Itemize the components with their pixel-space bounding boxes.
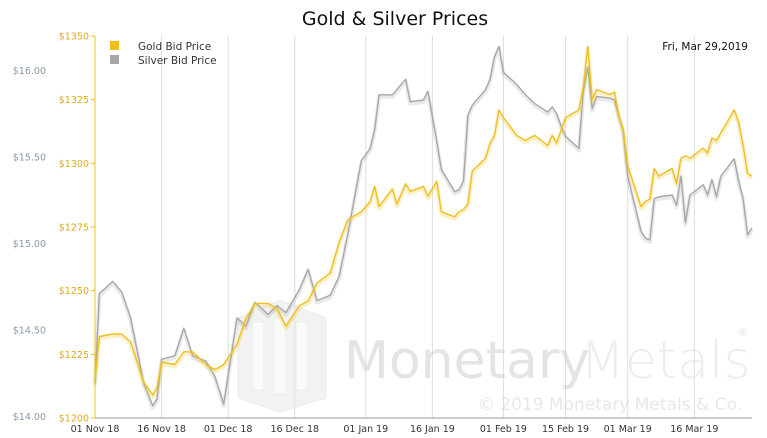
- gold-tick-label: $1250: [59, 286, 89, 297]
- silver-price-axis: $14.00 $14.50 $15.00 $15.50 $16.00: [13, 66, 46, 423]
- x-tick-label: 16 Dec 18: [270, 424, 319, 435]
- x-axis-ticks: 01 Nov 18 16 Nov 18 01 Dec 18 16 Dec 18 01 J…: [71, 424, 719, 435]
- x-tick-label: 01 Dec 18: [204, 424, 253, 435]
- gold-tick-label: $1350: [59, 32, 89, 43]
- watermark-brand-a: Monetary: [344, 331, 590, 391]
- silver-tick-label: $15.50: [13, 152, 46, 163]
- silver-tick-label: $14.00: [13, 412, 46, 423]
- legend-gold-label: Gold Bid Price: [138, 41, 211, 53]
- watermark-copyright: © 2019 Monetary Metals & Co.: [478, 395, 742, 415]
- gold-tick-label: $1225: [59, 350, 89, 361]
- x-tick-label: 01 Jan 19: [343, 424, 388, 435]
- x-tick-label: 01 Feb 19: [480, 424, 527, 435]
- x-tick-label: 16 Nov 18: [137, 424, 186, 435]
- watermark-logo: [237, 299, 327, 413]
- silver-tick-label: $15.00: [13, 239, 46, 250]
- gold-price-axis: $1200 $1225 $1250 $1275 $1300 $1325 $1350: [59, 32, 96, 425]
- x-tick-label: 01 Mar 19: [604, 424, 652, 435]
- date-label: Fri, Mar 29,2019: [662, 41, 748, 53]
- grid-lines: [94, 36, 695, 418]
- x-tick-label: 16 Mar 19: [670, 424, 718, 435]
- silver-tick-label: $14.50: [13, 325, 46, 336]
- legend-silver-swatch: [110, 55, 119, 64]
- chart-title: Gold & Silver Prices: [302, 8, 488, 30]
- legend-gold-swatch: [110, 41, 119, 50]
- gold-series-line: [94, 45, 753, 396]
- legend: Gold Bid Price Silver Bid Price: [110, 41, 217, 67]
- gold-tick-label: $1300: [59, 159, 89, 170]
- legend-silver-label: Silver Bid Price: [138, 55, 217, 67]
- x-tick-label: 01 Nov 18: [71, 424, 120, 435]
- gold-tick-label: $1325: [59, 95, 89, 106]
- silver-tick-label: $16.00: [13, 66, 46, 77]
- series-lines: [93, 45, 754, 410]
- gold-tick-label: $1200: [59, 414, 89, 425]
- watermark-registered: ®: [737, 326, 748, 339]
- silver-series-line: [94, 45, 753, 407]
- watermark-brand-b: Metals: [580, 331, 751, 391]
- gold-tick-label: $1275: [59, 223, 89, 234]
- watermark: Monetary Metals ® © 2019 Monetary Metals…: [237, 299, 751, 415]
- x-tick-label: 15 Feb 19: [542, 424, 589, 435]
- x-tick-label: 16 Jan 19: [410, 424, 455, 435]
